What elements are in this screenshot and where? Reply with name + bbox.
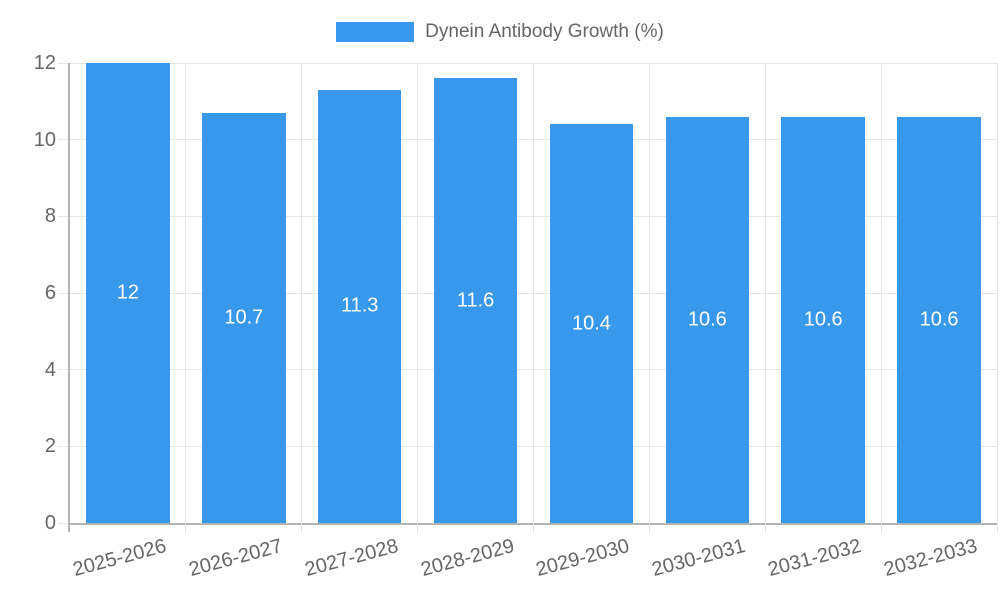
bar: 10.6 xyxy=(897,116,981,523)
legend-item[interactable]: Dynein Antibody Growth (%) xyxy=(336,21,664,43)
bar: 10.7 xyxy=(202,112,286,523)
bar: 10.4 xyxy=(549,124,634,523)
y-axis-tick xyxy=(58,292,68,294)
x-axis-tick-label: 2027-2028 xyxy=(302,535,401,582)
bar-value-label: 10.4 xyxy=(571,312,611,335)
bar: 11.6 xyxy=(433,78,518,523)
x-axis-tick-label: 2031-2032 xyxy=(765,535,864,582)
x-axis-tick-label: 2030-2031 xyxy=(649,535,749,582)
bar-value-label: 11.6 xyxy=(456,289,495,312)
y-axis-tick-label: 4 xyxy=(44,358,56,381)
legend-label: Dynein Antibody Growth (%) xyxy=(425,21,664,42)
y-axis-tick xyxy=(58,139,68,141)
gridline-vertical xyxy=(417,63,419,533)
y-axis-tick-label: 0 xyxy=(44,512,56,534)
bar-value-label: 10.6 xyxy=(687,308,727,331)
x-axis-origin-tick xyxy=(68,523,70,532)
bar: 11.3 xyxy=(317,89,402,523)
bar-value-label: 11.3 xyxy=(340,294,379,317)
bar-value-label: 10.6 xyxy=(803,308,843,331)
bar-value-label: 12 xyxy=(116,281,140,304)
chart-legend: Dynein Antibody Growth (%) xyxy=(0,21,1000,43)
plot-area: 0 2 4 6 8 10 12 12 10.7 11.3 11.6 10.4 10.6 10.6 10.6 2… xyxy=(34,52,998,581)
x-axis-tick-label: 2025-2026 xyxy=(70,535,169,582)
y-axis-tick xyxy=(58,445,68,447)
gridline-vertical xyxy=(301,63,303,533)
bar-value-label: 10.6 xyxy=(919,308,959,331)
bar: 10.6 xyxy=(665,116,750,523)
gridline-vertical xyxy=(648,63,650,533)
y-axis-tick-label: 6 xyxy=(44,282,56,304)
gridline-vertical xyxy=(533,63,534,533)
y-axis-tick xyxy=(58,522,68,524)
x-axis-tick-label: 2029-2030 xyxy=(534,535,633,582)
y-axis-tick-label: 12 xyxy=(33,52,56,74)
x-axis-tick-label: 2032-2033 xyxy=(881,535,980,582)
bar: 10.6 xyxy=(781,116,865,523)
legend-swatch xyxy=(336,22,415,42)
x-axis-tick-label: 2028-2029 xyxy=(418,535,517,582)
y-axis-tick-label: 8 xyxy=(44,205,56,228)
y-axis-tick-label: 10 xyxy=(33,128,56,151)
gridline-vertical xyxy=(880,63,882,533)
x-axis-tick-label: 2026-2027 xyxy=(186,535,285,582)
gridline-vertical xyxy=(996,63,998,533)
y-axis-tick xyxy=(58,62,68,64)
y-axis-tick xyxy=(58,369,68,371)
y-axis-tick-label: 2 xyxy=(44,435,56,458)
bar-value-label: 10.7 xyxy=(224,306,264,329)
gridline-vertical xyxy=(764,63,766,533)
bar: 12 xyxy=(86,63,170,523)
gridline-vertical xyxy=(185,63,187,533)
y-axis-tick xyxy=(58,215,68,217)
